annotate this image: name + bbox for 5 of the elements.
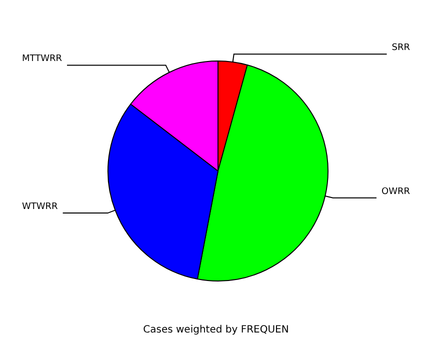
text: Cases weighted by FREQUEN — [143, 324, 289, 336]
slice-label: SRR — [392, 43, 410, 54]
slice-label: MTTWRR — [22, 54, 62, 64]
slice-label: OWRR — [382, 186, 410, 197]
slice-label: WTWRR — [22, 202, 58, 212]
